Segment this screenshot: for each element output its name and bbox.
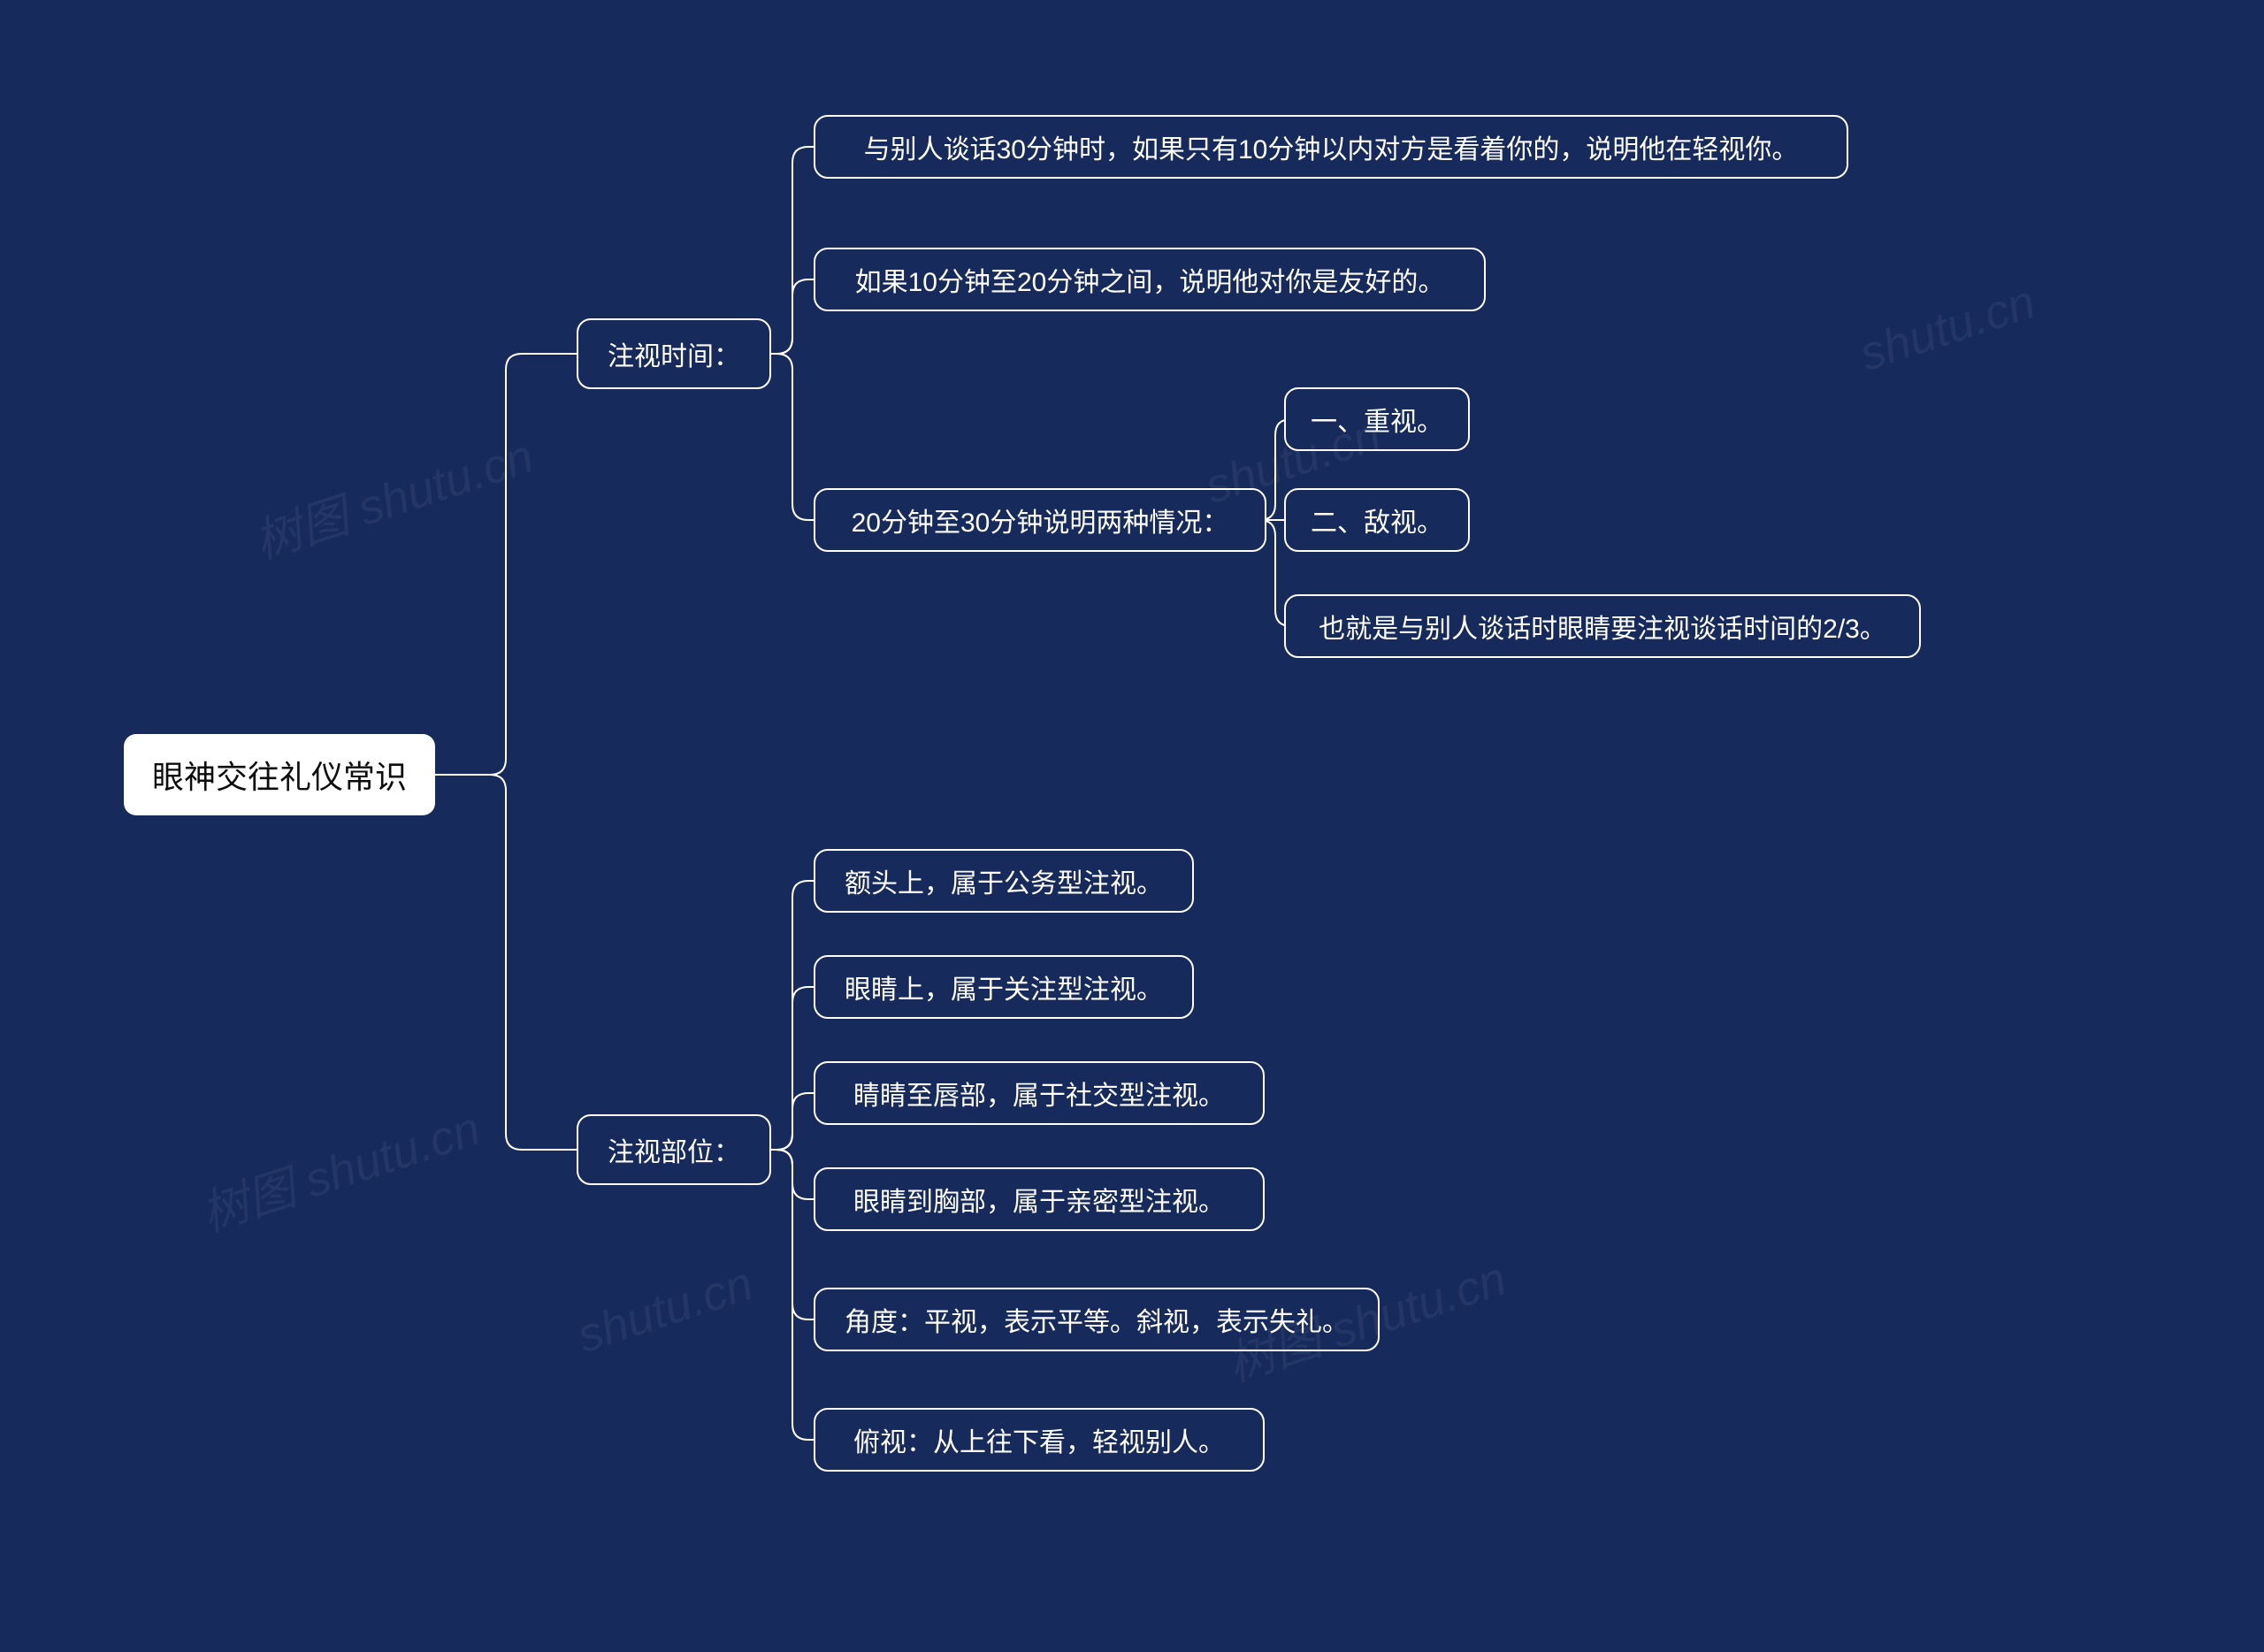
leaf-label: 二、敌视。	[1311, 501, 1443, 539]
leaf-label: 睛睛至唇部，属于社交型注视。	[853, 1074, 1225, 1113]
root-label: 眼神交往礼仪常识	[152, 752, 407, 798]
leaf-time-2-0: 一、重视。	[1284, 387, 1470, 451]
leaf-area-2: 睛睛至唇部，属于社交型注视。	[814, 1061, 1265, 1125]
leaf-area-1: 眼睛上，属于关注型注视。	[814, 955, 1194, 1019]
leaf-label: 额头上，属于公务型注视。	[845, 861, 1163, 900]
leaf-area-4: 角度：平视，表示平等。斜视，表示失礼。	[814, 1288, 1380, 1351]
watermark: shutu.cn	[570, 1256, 759, 1364]
branch-area-label: 注视部位：	[608, 1130, 740, 1169]
leaf-label: 一、重视。	[1311, 400, 1443, 439]
leaf-label: 角度：平视，表示平等。斜视，表示失礼。	[845, 1300, 1349, 1339]
leaf-label: 眼睛上，属于关注型注视。	[845, 967, 1163, 1006]
leaf-area-5: 俯视：从上往下看，轻视别人。	[814, 1408, 1265, 1472]
leaf-area-0: 额头上，属于公务型注视。	[814, 849, 1194, 913]
branch-area: 注视部位：	[577, 1114, 771, 1185]
branch-time-label: 注视时间：	[608, 334, 740, 373]
watermark: 树图 shutu.cn	[244, 417, 541, 572]
leaf-time-2-1: 二、敌视。	[1284, 488, 1470, 552]
leaf-time-2: 20分钟至30分钟说明两种情况：	[814, 488, 1266, 552]
leaf-time-1: 如果10分钟至20分钟之间，说明他对你是友好的。	[814, 248, 1486, 311]
leaf-label: 20分钟至30分钟说明两种情况：	[852, 501, 1229, 539]
leaf-label: 与别人谈话30分钟时，如果只有10分钟以内对方是看着你的，说明他在轻视你。	[864, 127, 1799, 166]
leaf-time-2-2: 也就是与别人谈话时眼睛要注视谈话时间的2/3。	[1284, 594, 1921, 658]
leaf-time-0: 与别人谈话30分钟时，如果只有10分钟以内对方是看着你的，说明他在轻视你。	[814, 115, 1848, 179]
leaf-area-3: 眼睛到胸部，属于亲密型注视。	[814, 1167, 1265, 1231]
root-node: 眼神交往礼仪常识	[124, 734, 435, 815]
watermark: shutu.cn	[1853, 274, 2041, 382]
leaf-label: 俯视：从上往下看，轻视别人。	[853, 1420, 1225, 1459]
leaf-label: 如果10分钟至20分钟之间，说明他对你是友好的。	[855, 260, 1445, 299]
leaf-label: 也就是与别人谈话时眼睛要注视谈话时间的2/3。	[1319, 607, 1886, 646]
branch-time: 注视时间：	[577, 318, 771, 389]
watermark: 树图 shutu.cn	[191, 1089, 488, 1244]
mindmap-canvas: 眼神交往礼仪常识 注视时间： 注视部位： 与别人谈话30分钟时，如果只有10分钟…	[0, 0, 2264, 1652]
leaf-label: 眼睛到胸部，属于亲密型注视。	[853, 1180, 1225, 1219]
